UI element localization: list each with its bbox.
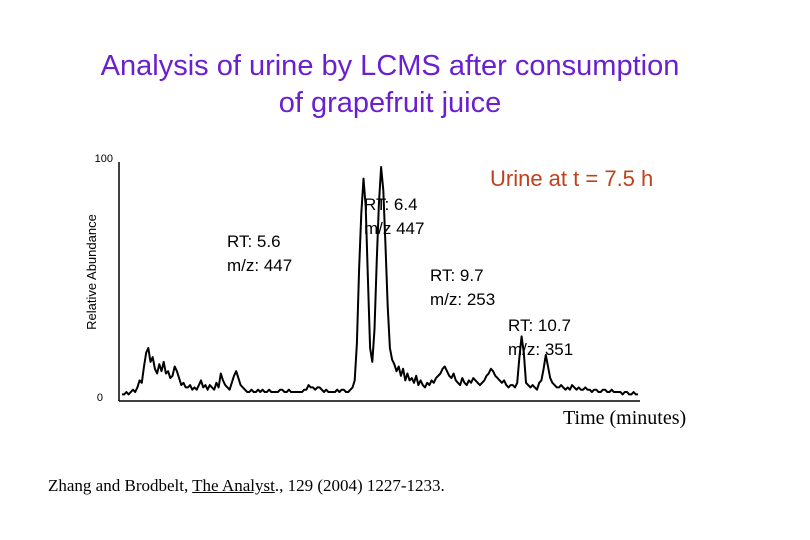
chart-title: Analysis of urine by LCMS after consumpt…	[40, 48, 740, 122]
peak-annotation-rt-9-7: RT: 9.7 m/z: 253	[430, 266, 495, 309]
chart-title-line-1: Analysis of urine by LCMS after consumpt…	[100, 50, 680, 82]
peak-annotation-line: RT: 9.7	[430, 266, 484, 285]
chart-subtitle: Urine at t = 7.5 h	[490, 166, 653, 191]
peak-annotation-line: m/z: 253	[430, 290, 495, 309]
y-axis-label: Relative Abundance	[84, 214, 99, 330]
peak-annotation-rt-5-6: RT: 5.6 m/z: 447	[227, 232, 292, 275]
y-tick-0: 0	[97, 392, 103, 404]
peak-annotation-rt-6-4: RT: 6.4 m/z 447	[364, 195, 424, 238]
x-axis-label: Time (minutes)	[563, 407, 686, 429]
peak-annotation-line: m/z 447	[364, 219, 424, 238]
peak-annotation-line: RT: 6.4	[364, 195, 418, 214]
y-tick-100: 100	[95, 153, 113, 165]
citation-details: ., 129 (2004) 1227-1233.	[274, 476, 445, 495]
series-line	[122, 166, 638, 396]
peak-annotation-line: RT: 10.7	[508, 316, 571, 335]
peak-annotation-line: m/z: 447	[227, 256, 292, 275]
peak-annotation-line: RT: 5.6	[227, 232, 281, 251]
citation-journal: The Analyst	[192, 476, 275, 495]
chart-title-line-2: of grapefruit juice	[278, 87, 502, 119]
citation-authors: Zhang and Brodbelt,	[48, 476, 189, 495]
peak-annotation-rt-10-7: RT: 10.7 m/z: 351	[508, 316, 573, 359]
peak-annotation-line: m/z: 351	[508, 340, 573, 359]
citation: Zhang and Brodbelt, The Analyst., 129 (2…	[48, 476, 445, 496]
